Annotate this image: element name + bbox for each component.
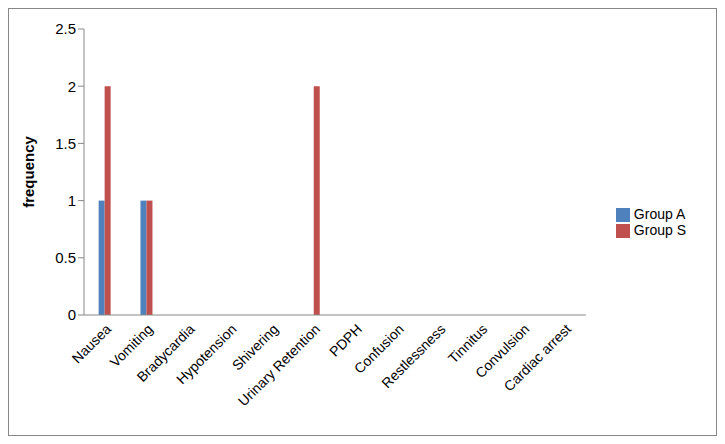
svg-text:Bradycardia: Bradycardia bbox=[133, 320, 198, 385]
html-text:Group S: Group S bbox=[633, 222, 686, 238]
svg-text:0: 0 bbox=[68, 306, 76, 323]
svg-text:Tinnitus: Tinnitus bbox=[444, 320, 491, 367]
svg-text:frequency: frequency bbox=[20, 136, 37, 208]
svg-text:Urinary Retention: Urinary Retention bbox=[235, 321, 323, 409]
svg-text:1: 1 bbox=[68, 192, 76, 209]
svg-text:Vomiting: Vomiting bbox=[106, 320, 156, 371]
svg-text:0.5: 0.5 bbox=[55, 249, 76, 266]
svg-text:Nausea: Nausea bbox=[68, 320, 115, 367]
html-text:Group A: Group A bbox=[633, 205, 686, 222]
svg-text:PDPH: PDPH bbox=[326, 321, 365, 360]
svg-text:2.5: 2.5 bbox=[55, 20, 76, 37]
svg-text:1.5: 1.5 bbox=[55, 135, 76, 152]
svg-text:Confusion: Confusion bbox=[350, 320, 407, 377]
svg-text:2: 2 bbox=[68, 78, 76, 95]
svg-text:Shivering: Shivering bbox=[228, 320, 282, 374]
svg-text:Hypotension: Hypotension bbox=[173, 321, 239, 387]
svg-text:Restlessness: Restlessness bbox=[378, 321, 448, 391]
svg-text:Cardiac arrest: Cardiac arrest bbox=[501, 321, 575, 395]
svg-text:Convulsion: Convulsion bbox=[472, 320, 533, 382]
